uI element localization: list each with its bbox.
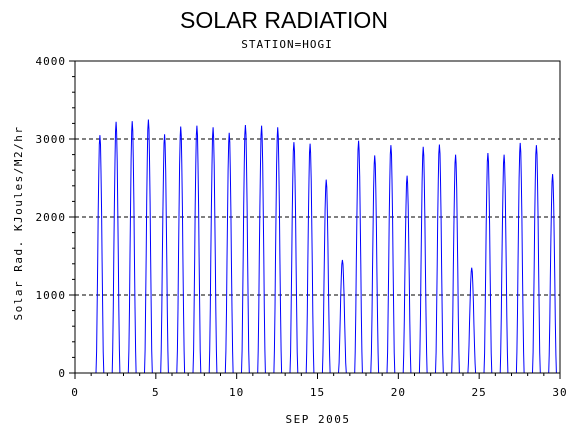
x-axis-label: SEP 2005 (286, 413, 351, 426)
x-tick-label: 5 (152, 386, 160, 399)
chart-subtitle: STATION=HOGI (241, 38, 332, 51)
x-tick-label: 10 (229, 386, 244, 399)
x-tick-label: 25 (472, 386, 487, 399)
y-tick-label: 3000 (36, 133, 67, 146)
radiation-series (75, 119, 560, 374)
x-tick-label: 30 (552, 386, 567, 399)
chart-title: SOLAR RADIATION (180, 7, 388, 33)
y-tick-label: 1000 (36, 289, 67, 302)
x-axis-ticks: 0 5 10 15 20 25 30 (71, 373, 567, 399)
radiation-line (75, 119, 560, 374)
y-tick-label: 2000 (36, 211, 67, 224)
x-tick-label: 15 (310, 386, 325, 399)
y-tick-label: 0 (58, 367, 66, 380)
x-tick-label: 0 (71, 386, 79, 399)
y-axis-ticks: 0 1000 2000 3000 4000 (36, 55, 75, 380)
y-tick-label: 4000 (36, 55, 67, 68)
y-axis-label: Solar Rad. KJoules/M2/hr (12, 126, 25, 321)
x-tick-label: 20 (391, 386, 406, 399)
